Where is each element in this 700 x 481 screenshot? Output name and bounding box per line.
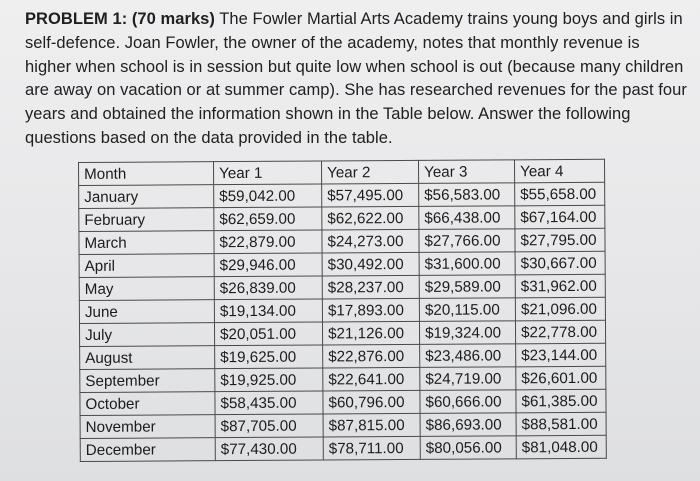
- month-cell: May: [79, 276, 215, 301]
- table-row: September $19,925.00 $22,641.00 $24,719.00 $…: [79, 366, 606, 393]
- table-row: November $87,705.00 $87,815.00 $86,693.00 $8…: [80, 412, 607, 439]
- revenue-cell: $19,134.00: [214, 299, 323, 323]
- revenue-cell: $20,051.00: [214, 322, 323, 346]
- revenue-cell: $62,659.00: [213, 207, 322, 231]
- revenue-cell: $78,711.00: [323, 436, 421, 461]
- revenue-cell: $62,622.00: [321, 206, 419, 231]
- revenue-cell: $86,693.00: [420, 412, 517, 437]
- header-month: Month: [78, 161, 214, 186]
- month-cell: April: [79, 253, 215, 278]
- month-cell: November: [80, 414, 216, 439]
- revenue-cell: $88,581.00: [516, 412, 607, 436]
- revenue-cell: $61,385.00: [515, 389, 607, 413]
- month-cell: December: [80, 437, 216, 462]
- header-year-4: Year 4: [514, 159, 605, 183]
- revenue-cell: $81,048.00: [516, 435, 607, 459]
- revenue-cell: $87,815.00: [323, 413, 421, 438]
- revenue-cell: $30,667.00: [515, 251, 606, 275]
- revenue-cell: $31,600.00: [419, 251, 516, 276]
- revenue-cell: $59,042.00: [213, 184, 322, 208]
- revenue-cell: $20,115.00: [419, 297, 516, 322]
- header-year-3: Year 3: [418, 159, 515, 184]
- revenue-cell: $29,589.00: [419, 274, 516, 299]
- month-cell: February: [78, 207, 214, 232]
- month-cell: September: [79, 368, 215, 393]
- revenue-cell: $66,438.00: [418, 205, 515, 230]
- table-row: June $19,134.00 $17,893.00 $20,115.00 $21,09…: [79, 297, 606, 324]
- table-row: March $22,879.00 $24,273.00 $27,766.00 $27,7…: [78, 228, 606, 255]
- month-cell: October: [79, 391, 216, 416]
- revenue-cell: $28,237.00: [322, 275, 420, 300]
- revenue-cell: $77,430.00: [215, 437, 324, 461]
- table-row: December $77,430.00 $78,711.00 $80,056.00 $8…: [80, 435, 607, 462]
- revenue-cell: $17,893.00: [322, 298, 420, 323]
- revenue-cell: $31,962.00: [515, 274, 606, 298]
- revenue-cell: $24,719.00: [419, 366, 516, 391]
- revenue-cell: $22,778.00: [515, 320, 606, 344]
- month-cell: March: [78, 230, 215, 255]
- revenue-cell: $22,879.00: [213, 230, 323, 254]
- revenue-cell: $27,766.00: [418, 228, 516, 253]
- revenue-cell: $21,126.00: [322, 321, 420, 346]
- table-row: April $29,946.00 $30,492.00 $31,600.00 $30,6…: [79, 251, 606, 278]
- table-row: July $20,051.00 $21,126.00 $19,324.00 $22,77…: [79, 320, 606, 347]
- revenue-cell: $87,705.00: [215, 414, 324, 438]
- revenue-cell: $22,641.00: [322, 367, 420, 392]
- table-row: May $26,839.00 $28,237.00 $29,589.00 $31,962…: [79, 274, 606, 301]
- month-cell: June: [79, 299, 215, 324]
- table-row: October $58,435.00 $60,796.00 $60,666.00 $61…: [79, 389, 607, 416]
- revenue-cell: $22,876.00: [322, 344, 420, 369]
- problem-text: The Fowler Martial Arts Academy trains y…: [25, 10, 687, 147]
- revenue-cell: $24,273.00: [321, 229, 420, 254]
- revenue-cell: $58,435.00: [214, 391, 324, 415]
- revenue-cell: $29,946.00: [214, 253, 323, 277]
- problem-heading: PROBLEM 1: (70 marks): [25, 10, 215, 28]
- revenue-cell: $67,164.00: [514, 205, 605, 229]
- revenue-cell: $55,658.00: [514, 182, 605, 206]
- revenue-table: Month Year 1 Year 2 Year 3 Year 4 Januar…: [78, 159, 607, 462]
- revenue-cell: $56,583.00: [418, 182, 515, 207]
- table-header-row: Month Year 1 Year 2 Year 3 Year 4: [78, 159, 605, 186]
- revenue-cell: $60,796.00: [322, 390, 421, 415]
- revenue-cell: $60,666.00: [419, 389, 517, 414]
- revenue-cell: $23,144.00: [515, 343, 606, 367]
- revenue-cell: $21,096.00: [515, 297, 606, 321]
- month-cell: July: [79, 322, 215, 347]
- revenue-cell: $26,839.00: [214, 276, 323, 300]
- table-row: August $19,625.00 $22,876.00 $23,486.00 $23,…: [79, 343, 606, 370]
- month-cell: August: [79, 345, 215, 370]
- revenue-cell: $19,925.00: [214, 368, 323, 392]
- table-row: January $59,042.00 $57,495.00 $56,583.00 $55…: [78, 182, 605, 209]
- revenue-cell: $57,495.00: [321, 183, 419, 208]
- header-year-2: Year 2: [321, 160, 419, 185]
- problem-statement: PROBLEM 1: (70 marks) The Fowler Martial…: [25, 8, 690, 151]
- revenue-cell: $27,795.00: [514, 228, 606, 252]
- revenue-cell: $23,486.00: [419, 343, 516, 368]
- month-cell: January: [78, 184, 214, 209]
- revenue-cell: $80,056.00: [420, 435, 517, 460]
- revenue-cell: $26,601.00: [515, 366, 606, 390]
- header-year-1: Year 1: [213, 161, 322, 185]
- revenue-cell: $19,625.00: [214, 345, 323, 369]
- revenue-cell: $19,324.00: [419, 320, 516, 345]
- revenue-cell: $30,492.00: [322, 252, 420, 277]
- table-row: February $62,659.00 $62,622.00 $66,438.00 $6…: [78, 205, 605, 232]
